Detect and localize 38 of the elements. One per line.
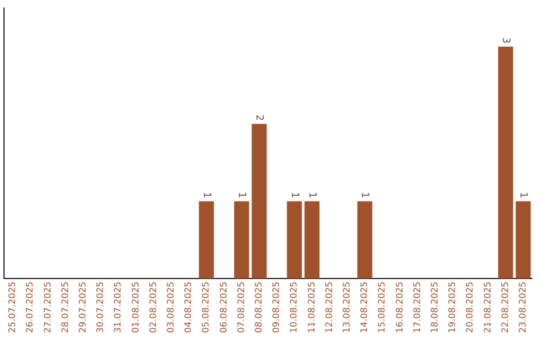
- x-tick-label: 27.07.2025: [43, 281, 54, 333]
- x-tick-label: 21.08.2025: [483, 281, 494, 333]
- data-label: 3: [500, 37, 512, 44]
- x-tick-label: 13.08.2025: [342, 281, 353, 333]
- x-tick-label: 20.08.2025: [466, 281, 476, 333]
- x-tick-label: 15.08.2025: [378, 281, 388, 333]
- data-label: 1: [236, 192, 248, 198]
- x-tick-label: 07.08.2025: [236, 281, 247, 333]
- x-tick-label: 10.08.2025: [290, 281, 300, 333]
- x-tick-label: 18.08.2025: [430, 281, 441, 333]
- x-tick-label: 01.08.2025: [131, 281, 142, 333]
- x-tick-label: 14.08.2025: [360, 281, 370, 333]
- x-tick-label: 17.08.2025: [412, 281, 423, 333]
- x-tick-label: 12.08.2025: [324, 281, 335, 333]
- x-tick-label: 16.08.2025: [395, 281, 406, 333]
- x-tick-label: 08.08.2025: [254, 281, 265, 333]
- x-tick-label: 23.08.2025: [518, 281, 529, 333]
- x-tick-label: 09.08.2025: [272, 281, 282, 333]
- x-tick-label: 03.08.2025: [166, 281, 177, 333]
- x-tick-label: 04.08.2025: [184, 281, 194, 333]
- data-label: 1: [200, 192, 212, 198]
- x-tick-label: 02.08.2025: [148, 281, 159, 333]
- x-tick-label: 31.07.2025: [114, 281, 124, 333]
- x-tick-label: 06.08.2025: [219, 281, 230, 333]
- data-label: 1: [288, 192, 300, 198]
- x-tick-label: 26.07.2025: [26, 281, 36, 333]
- x-tick-label: 11.08.2025: [307, 281, 318, 333]
- data-label: 2: [254, 114, 265, 121]
- x-tick-label: 30.07.2025: [96, 281, 106, 333]
- data-label: 1: [518, 192, 529, 198]
- x-tick-label: 22.08.2025: [500, 281, 511, 333]
- x-tick-label: 28.07.2025: [60, 281, 71, 333]
- x-tick-label: 25.07.2025: [8, 281, 18, 333]
- data-label: 1: [359, 192, 370, 198]
- data-label: 1: [306, 192, 318, 198]
- x-tick-label: 29.07.2025: [78, 281, 89, 333]
- x-tick-label: 05.08.2025: [202, 281, 212, 333]
- x-tick-label: 19.08.2025: [448, 281, 458, 333]
